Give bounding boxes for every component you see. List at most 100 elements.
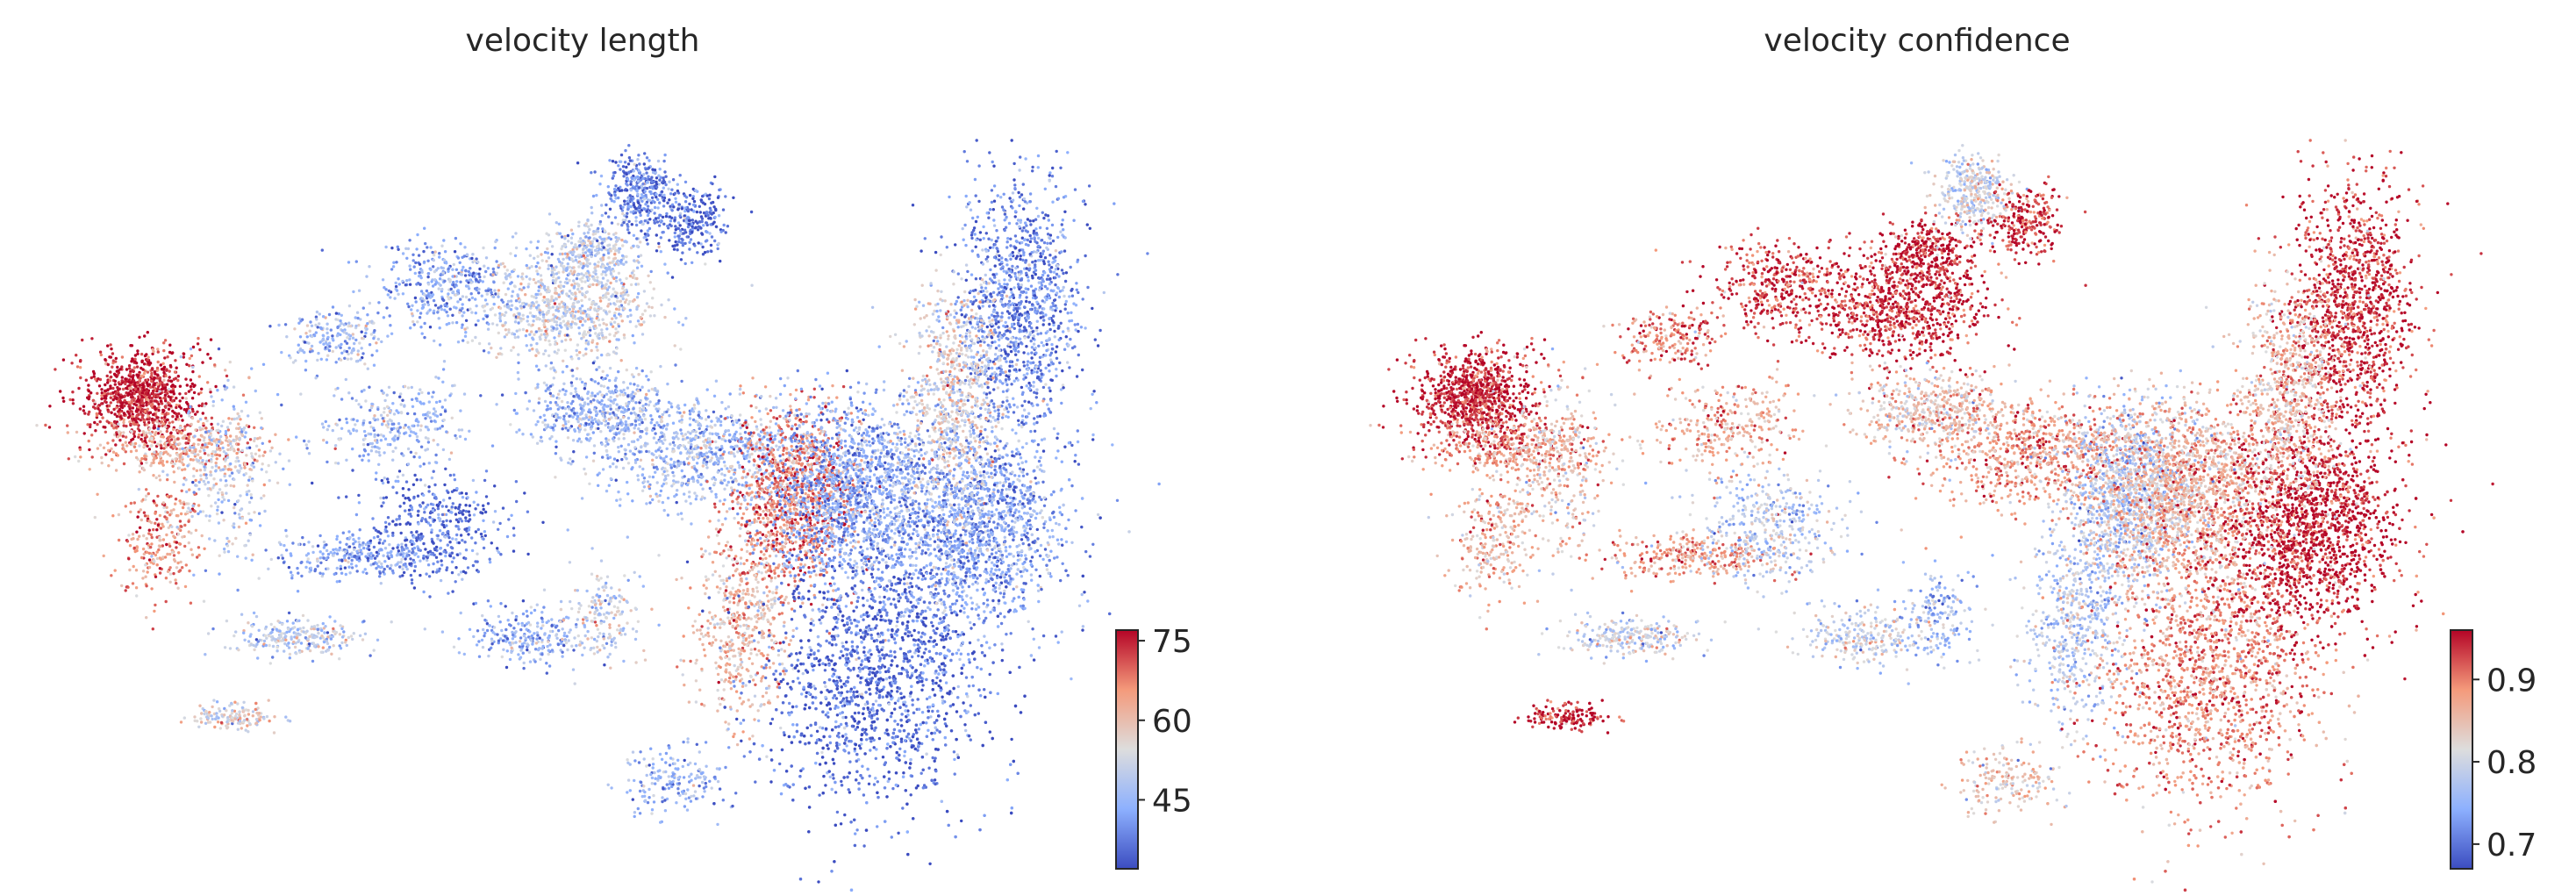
scatter-point xyxy=(448,458,451,461)
scatter-point xyxy=(135,569,138,571)
scatter-point xyxy=(137,405,140,408)
scatter-point xyxy=(591,339,594,341)
scatter-point xyxy=(351,397,354,399)
scatter-point xyxy=(591,301,594,304)
scatter-point xyxy=(559,330,562,333)
scatter-point xyxy=(437,267,440,269)
scatter-point xyxy=(550,299,553,302)
scatter-point xyxy=(332,635,334,638)
scatter-point xyxy=(684,317,687,319)
scatter-point xyxy=(597,650,599,653)
scatter-point xyxy=(490,605,492,607)
scatter-point xyxy=(136,399,139,402)
scatter-point xyxy=(480,533,483,535)
scatter-point xyxy=(512,527,515,529)
scatter-point xyxy=(451,537,454,540)
scatter-point xyxy=(369,343,371,346)
scatter-point xyxy=(303,351,305,354)
scatter-point xyxy=(143,334,146,337)
scatter-point xyxy=(159,514,161,517)
scatter-point xyxy=(97,447,99,449)
scatter-point xyxy=(235,452,238,455)
scatter-point xyxy=(348,305,351,307)
scatter-point xyxy=(451,275,454,277)
scatter-point xyxy=(198,450,201,453)
scatter-point xyxy=(682,324,684,326)
scatter-point xyxy=(539,335,541,338)
scatter-point xyxy=(306,619,309,621)
scatter-point xyxy=(640,323,643,326)
scatter-point xyxy=(493,289,496,291)
scatter-point xyxy=(407,448,410,450)
scatter-point xyxy=(196,411,198,413)
scatter-point xyxy=(237,728,240,731)
scatter-point xyxy=(614,332,617,334)
scatter-point xyxy=(147,492,150,495)
scatter-point xyxy=(411,386,413,389)
scatter-point xyxy=(390,419,393,422)
scatter-point xyxy=(605,323,608,326)
scatter-point xyxy=(320,634,323,637)
scatter-point xyxy=(150,380,153,383)
scatter-point xyxy=(483,310,486,312)
scatter-point xyxy=(209,720,211,723)
scatter-point xyxy=(411,254,414,256)
scatter-point xyxy=(398,283,401,285)
scatter-point xyxy=(461,273,463,276)
scatter-point xyxy=(153,560,155,563)
scatter-point xyxy=(141,577,144,579)
scatter-point xyxy=(107,392,110,395)
scatter-point xyxy=(548,643,551,646)
scatter-point xyxy=(327,553,330,556)
scatter-point xyxy=(675,801,677,804)
scatter-point xyxy=(184,392,187,395)
scatter-point xyxy=(152,421,154,424)
scatter-point xyxy=(594,332,597,334)
scatter-point xyxy=(129,372,132,375)
scatter-point xyxy=(316,359,318,362)
scatter-point xyxy=(608,333,611,335)
scatter-point xyxy=(247,621,249,624)
scatter-point xyxy=(414,565,417,568)
scatter-point xyxy=(468,298,470,301)
scatter-point xyxy=(341,329,344,332)
scatter-point xyxy=(279,543,282,546)
scatter-point xyxy=(336,535,339,538)
scatter-point xyxy=(148,362,151,364)
scatter-point xyxy=(750,284,753,287)
scatter-point xyxy=(406,554,409,556)
scatter-point xyxy=(318,534,321,537)
scatter-point xyxy=(364,332,367,334)
scatter-point xyxy=(59,390,61,392)
scatter-point xyxy=(686,737,689,740)
scatter-point xyxy=(424,413,426,416)
scatter-point xyxy=(339,633,341,635)
scatter-point xyxy=(130,450,132,453)
scatter-point xyxy=(299,335,302,338)
scatter-point xyxy=(161,417,163,419)
scatter-point xyxy=(435,401,438,404)
scatter-point xyxy=(311,325,313,327)
scatter-point xyxy=(350,634,353,637)
scatter-point xyxy=(396,563,398,565)
scatter-point xyxy=(378,541,381,544)
scatter-point xyxy=(216,454,218,456)
scatter-point xyxy=(345,573,347,576)
scatter-point xyxy=(517,371,519,374)
scatter-point xyxy=(132,438,134,441)
scatter-point xyxy=(141,402,144,405)
scatter-point xyxy=(175,514,178,517)
scatter-point xyxy=(394,434,397,437)
scatter-point xyxy=(492,281,495,283)
scatter-point xyxy=(362,306,365,309)
scatter-point xyxy=(716,823,719,826)
scatter-point xyxy=(416,478,419,481)
scatter-point xyxy=(289,356,291,359)
scatter-point xyxy=(234,630,237,633)
scatter-point xyxy=(372,417,375,419)
scatter-point xyxy=(192,442,195,445)
scatter-point xyxy=(198,375,201,377)
scatter-point xyxy=(194,428,197,431)
scatter-point xyxy=(472,479,475,482)
scatter-point xyxy=(143,455,146,457)
